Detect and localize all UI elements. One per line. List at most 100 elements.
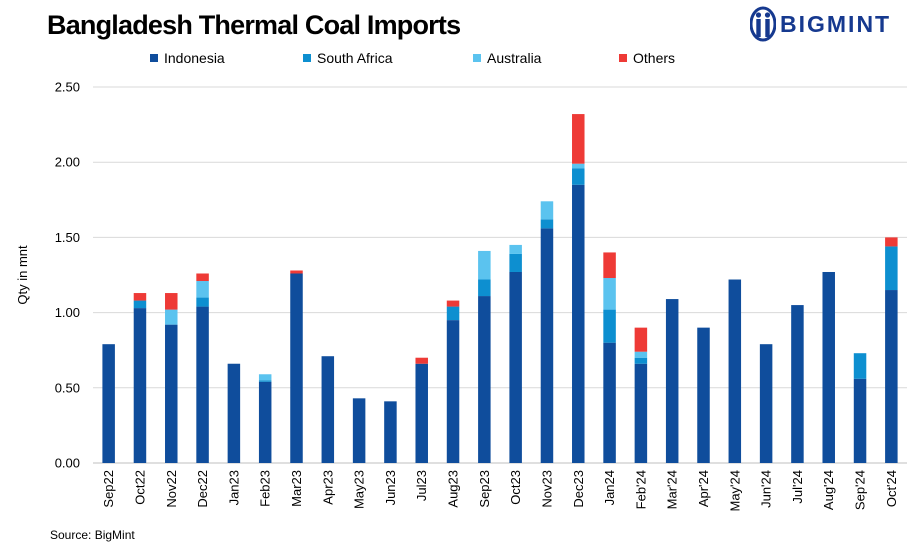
bar-indonesia	[853, 378, 867, 463]
bar-indonesia	[603, 342, 616, 463]
legend-item-south-africa: South Africa	[303, 50, 393, 66]
x-tick-label: Apr'24	[696, 470, 711, 507]
bar-south-africa	[853, 353, 867, 379]
chart-title: Bangladesh Thermal Coal Imports	[47, 10, 461, 40]
bar-south-africa	[478, 279, 491, 297]
y-tick-label: 1.50	[55, 230, 80, 245]
bar-indonesia	[290, 273, 303, 463]
x-tick-label: Jan23	[226, 470, 241, 505]
legend-label: Others	[633, 50, 676, 66]
legend-swatch-indonesia	[150, 54, 158, 62]
bar-others	[290, 270, 303, 274]
bar-others	[415, 357, 428, 364]
bar-indonesia	[822, 271, 835, 463]
brand-logo: BIGMINT	[750, 4, 891, 44]
bar-indonesia	[665, 299, 679, 463]
bar-indonesia	[227, 363, 241, 463]
x-tick-label: Feb23	[258, 470, 273, 507]
bar-south-africa	[509, 253, 522, 272]
x-tick-label: May'24	[727, 470, 742, 512]
x-tick-label: Sep'24	[853, 470, 868, 510]
bar-south-africa	[258, 380, 272, 382]
y-axis-title: Qty in mnt	[15, 245, 30, 305]
legend-item-indonesia: Indonesia	[150, 50, 225, 66]
bar-indonesia	[415, 363, 428, 463]
bar-australia	[603, 278, 616, 310]
bar-south-africa	[540, 219, 554, 229]
bar-indonesia	[196, 306, 209, 463]
bar-indonesia	[133, 308, 147, 463]
x-tick-label: Oct22	[132, 470, 147, 505]
x-tick-label: Aug'24	[821, 470, 836, 510]
y-tick-label: 0.50	[55, 380, 80, 395]
bar-australia	[165, 309, 178, 325]
brand-name: BIGMINT	[780, 10, 892, 37]
bar-indonesia	[634, 363, 648, 463]
x-tick-label: Mar'24	[665, 470, 680, 509]
bar-australia	[258, 374, 272, 381]
x-tick-label: Jun23	[383, 470, 398, 505]
bar-south-africa	[634, 357, 648, 364]
bar-south-africa	[446, 306, 460, 321]
x-tick-label: Nov23	[539, 470, 554, 508]
legend-swatch-south-africa	[303, 54, 311, 62]
x-tick-label: Nov22	[164, 470, 179, 508]
x-tick-label: Oct23	[508, 470, 523, 505]
x-tick-label: Dec23	[571, 470, 586, 508]
bar-australia	[196, 281, 209, 298]
bar-others	[634, 327, 648, 352]
x-tick-label: Sep23	[477, 470, 492, 508]
y-tick-label: 2.50	[55, 80, 80, 95]
x-tick-label: Dec22	[195, 470, 210, 508]
x-tick-label: Jun'24	[759, 470, 774, 508]
bar-others	[446, 300, 460, 307]
y-tick-label: 2.00	[55, 155, 80, 170]
legend-item-others: Others	[619, 50, 675, 66]
legend-label: South Africa	[317, 50, 393, 66]
bar-others	[165, 293, 178, 310]
bar-others	[885, 237, 898, 247]
x-tick-label: Feb'24	[633, 470, 648, 509]
bar-australia	[540, 201, 554, 220]
source-note: Source: BigMint	[50, 528, 135, 542]
x-tick-label: Oct'24	[884, 470, 899, 507]
bar-others	[603, 252, 616, 279]
y-tick-label: 0.00	[55, 456, 80, 471]
legend-swatch-others	[619, 54, 627, 62]
legend-label: Indonesia	[164, 50, 225, 66]
bar-indonesia	[759, 344, 773, 463]
legend-item-australia: Australia	[473, 50, 541, 66]
bar-indonesia	[697, 327, 710, 463]
x-tick-label: Sep22	[101, 470, 116, 508]
bar-indonesia	[885, 290, 898, 463]
y-tick-label: 1.00	[55, 305, 80, 320]
bar-indonesia	[478, 296, 491, 463]
bar-south-africa	[603, 309, 616, 343]
x-tick-label: Aug23	[446, 470, 461, 508]
legend-label: Australia	[487, 50, 542, 66]
bar-indonesia	[728, 279, 742, 463]
bar-indonesia	[384, 401, 397, 463]
x-tick-label: May23	[352, 470, 367, 509]
x-tick-label: Jul'24	[790, 470, 805, 504]
bar-indonesia	[321, 356, 335, 463]
bar-australia	[478, 250, 491, 280]
bar-south-africa	[196, 297, 209, 307]
bigmint-logo-icon	[750, 6, 776, 42]
bar-indonesia	[791, 305, 804, 463]
bar-indonesia	[352, 398, 366, 463]
bar-indonesia	[509, 271, 522, 463]
bar-indonesia	[446, 320, 460, 463]
x-tick-label: Jul23	[414, 470, 429, 501]
bar-australia	[509, 244, 522, 254]
legend-swatch-australia	[473, 54, 481, 62]
x-tick-label: Jan24	[602, 470, 617, 505]
bar-south-africa	[133, 300, 147, 309]
bar-australia	[634, 351, 648, 358]
x-tick-label: Mar23	[289, 470, 304, 507]
bar-others	[133, 293, 147, 301]
bar-australia	[572, 163, 585, 169]
bar-indonesia	[572, 184, 585, 463]
bar-others	[572, 114, 585, 164]
